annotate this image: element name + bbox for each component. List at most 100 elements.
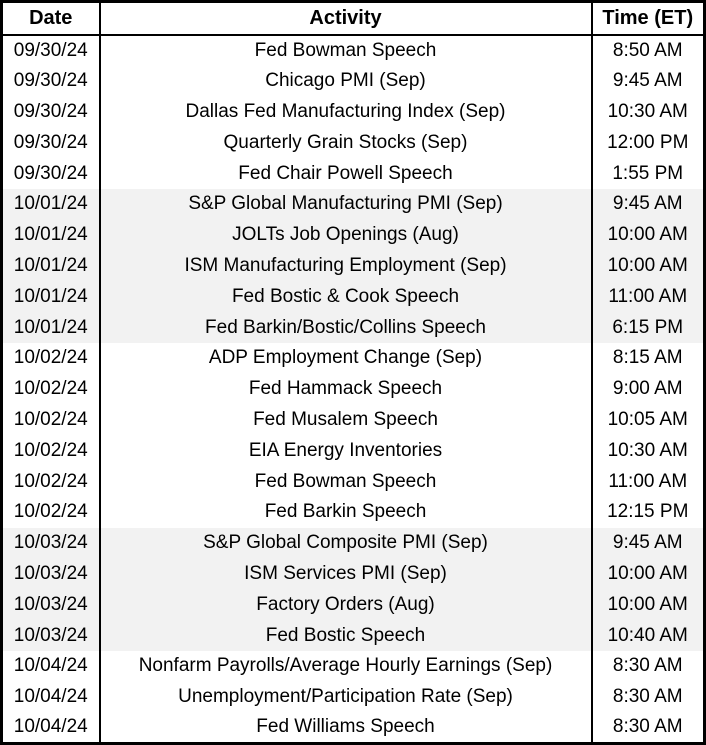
- date-cell: 10/03/24: [0, 589, 101, 621]
- activity-cell: S&P Global Composite PMI (Sep): [98, 527, 593, 559]
- table-row: 10/03/24 Fed Bostic Speech 10:40 AM: [0, 620, 706, 651]
- time-cell: 10:00 AM: [590, 558, 706, 590]
- time-cell: 10:40 AM: [590, 620, 706, 651]
- date-cell: 10/04/24: [0, 681, 101, 713]
- time-cell: 6:15 PM: [590, 312, 706, 343]
- date-cell: 10/02/24: [0, 373, 101, 405]
- activity-cell: Chicago PMI (Sep): [98, 65, 593, 97]
- table-row: 10/01/24 Fed Bostic & Cook Speech 11:00 AM: [0, 281, 706, 313]
- activity-cell: Factory Orders (Aug): [98, 589, 593, 621]
- activity-cell: Quarterly Grain Stocks (Sep): [98, 127, 593, 159]
- time-cell: 10:05 AM: [590, 404, 706, 436]
- date-cell: 10/01/24: [0, 281, 101, 313]
- time-cell: 11:00 AM: [590, 466, 706, 497]
- table-row: 10/04/24 Fed Williams Speech 8:30 AM: [0, 712, 706, 744]
- activity-cell: Dallas Fed Manufacturing Index (Sep): [98, 96, 593, 128]
- activity-cell: ISM Manufacturing Employment (Sep): [98, 250, 593, 282]
- activity-cell: Nonfarm Payrolls/Average Hourly Earnings…: [98, 650, 593, 682]
- date-cell: 10/04/24: [0, 650, 101, 682]
- column-header-date: Date: [0, 1, 101, 36]
- date-cell: 10/03/24: [0, 527, 101, 559]
- date-cell: 10/01/24: [0, 312, 101, 343]
- date-cell: 10/04/24: [0, 712, 101, 744]
- activity-cell: Fed Chair Powell Speech: [98, 158, 593, 189]
- table-row: 09/30/24 Fed Chair Powell Speech 1:55 PM: [0, 158, 706, 189]
- column-header-activity: Activity: [98, 1, 593, 36]
- table-row: 10/01/24 Fed Barkin/Bostic/Collins Speech…: [0, 312, 706, 343]
- date-cell: 09/30/24: [0, 96, 101, 128]
- table-row: 10/02/24 Fed Barkin Speech 12:15 PM: [0, 496, 706, 528]
- table-row: 10/02/24 EIA Energy Inventories 10:30 AM: [0, 435, 706, 467]
- time-cell: 12:15 PM: [590, 496, 706, 528]
- date-cell: 10/02/24: [0, 496, 101, 528]
- time-cell: 9:00 AM: [590, 373, 706, 405]
- date-cell: 10/02/24: [0, 342, 101, 374]
- activity-cell: Fed Bowman Speech: [98, 35, 593, 66]
- time-cell: 10:00 AM: [590, 219, 706, 251]
- table-row: 09/30/24 Fed Bowman Speech 8:50 AM: [0, 35, 706, 66]
- activity-cell: ISM Services PMI (Sep): [98, 558, 593, 590]
- date-cell: 10/01/24: [0, 188, 101, 220]
- header-row: Date Activity Time (ET): [0, 1, 706, 36]
- table-row: 10/02/24 Fed Bowman Speech 11:00 AM: [0, 466, 706, 497]
- date-cell: 10/01/24: [0, 219, 101, 251]
- time-cell: 12:00 PM: [590, 127, 706, 159]
- activity-cell: Fed Musalem Speech: [98, 404, 593, 436]
- activity-cell: EIA Energy Inventories: [98, 435, 593, 467]
- table-row: 10/03/24 ISM Services PMI (Sep) 10:00 AM: [0, 558, 706, 590]
- table-row: 10/04/24 Nonfarm Payrolls/Average Hourly …: [0, 650, 706, 682]
- time-cell: 10:00 AM: [590, 589, 706, 621]
- activity-cell: Fed Hammack Speech: [98, 373, 593, 405]
- table-row: 10/03/24 Factory Orders (Aug) 10:00 AM: [0, 589, 706, 621]
- date-cell: 09/30/24: [0, 35, 101, 66]
- table-row: 09/30/24 Chicago PMI (Sep) 9:45 AM: [0, 65, 706, 97]
- activity-cell: Unemployment/Participation Rate (Sep): [98, 681, 593, 713]
- table-body: 09/30/24 Fed Bowman Speech 8:50 AM 09/30/24…: [0, 35, 706, 744]
- activity-cell: Fed Bowman Speech: [98, 466, 593, 497]
- activity-cell: ADP Employment Change (Sep): [98, 342, 593, 374]
- activity-cell: Fed Barkin/Bostic/Collins Speech: [98, 312, 593, 343]
- table-row: 10/01/24 ISM Manufacturing Employment (Se…: [0, 250, 706, 282]
- time-cell: 8:15 AM: [590, 342, 706, 374]
- date-cell: 10/02/24: [0, 435, 101, 467]
- activity-cell: Fed Bostic & Cook Speech: [98, 281, 593, 313]
- table-row: 10/01/24 JOLTs Job Openings (Aug) 10:00 AM: [0, 219, 706, 251]
- table-row: 09/30/24 Dallas Fed Manufacturing Index (…: [0, 96, 706, 128]
- time-cell: 9:45 AM: [590, 527, 706, 559]
- date-cell: 10/02/24: [0, 404, 101, 436]
- date-cell: 09/30/24: [0, 65, 101, 97]
- activity-cell: JOLTs Job Openings (Aug): [98, 219, 593, 251]
- time-cell: 10:30 AM: [590, 435, 706, 467]
- table-row: 10/02/24 Fed Hammack Speech 9:00 AM: [0, 373, 706, 405]
- table-row: 10/02/24 ADP Employment Change (Sep) 8:15 …: [0, 342, 706, 374]
- activity-cell: Fed Bostic Speech: [98, 620, 593, 651]
- column-header-time: Time (ET): [590, 1, 706, 36]
- date-cell: 09/30/24: [0, 158, 101, 189]
- table-row: 10/04/24 Unemployment/Participation Rate …: [0, 681, 706, 713]
- date-cell: 10/02/24: [0, 466, 101, 497]
- table-row: 10/03/24 S&P Global Composite PMI (Sep) 9:…: [0, 527, 706, 559]
- activity-cell: S&P Global Manufacturing PMI (Sep): [98, 188, 593, 220]
- table-row: 10/01/24 S&P Global Manufacturing PMI (Se…: [0, 188, 706, 220]
- table-header: Date Activity Time (ET): [0, 1, 706, 36]
- time-cell: 8:30 AM: [590, 712, 706, 744]
- time-cell: 10:30 AM: [590, 96, 706, 128]
- activity-cell: Fed Williams Speech: [98, 712, 593, 744]
- time-cell: 8:50 AM: [590, 35, 706, 66]
- time-cell: 8:30 AM: [590, 650, 706, 682]
- activity-cell: Fed Barkin Speech: [98, 496, 593, 528]
- date-cell: 10/03/24: [0, 558, 101, 590]
- date-cell: 09/30/24: [0, 127, 101, 159]
- time-cell: 9:45 AM: [590, 65, 706, 97]
- time-cell: 11:00 AM: [590, 281, 706, 313]
- time-cell: 1:55 PM: [590, 158, 706, 189]
- date-cell: 10/01/24: [0, 250, 101, 282]
- time-cell: 10:00 AM: [590, 250, 706, 282]
- table-row: 10/02/24 Fed Musalem Speech 10:05 AM: [0, 404, 706, 436]
- time-cell: 8:30 AM: [590, 681, 706, 713]
- time-cell: 9:45 AM: [590, 188, 706, 220]
- date-cell: 10/03/24: [0, 620, 101, 651]
- table-row: 09/30/24 Quarterly Grain Stocks (Sep) 12:0…: [0, 127, 706, 159]
